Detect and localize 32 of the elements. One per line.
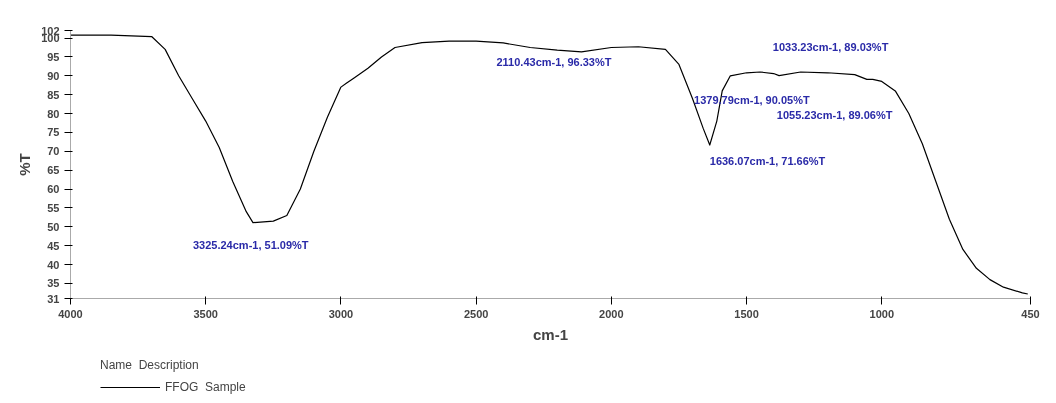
y-tick-label: 45: [47, 239, 60, 252]
y-tick-label: 55: [47, 201, 60, 214]
y-tick-label: 50: [47, 220, 60, 233]
annotation: 1033.23cm-1, 89.03%T: [772, 41, 889, 54]
y-tick-label: 85: [47, 88, 60, 101]
x-tick-label: 2000: [599, 307, 624, 320]
x-tick-label: 3500: [193, 307, 218, 320]
legend-label: FFOG Sample: [165, 380, 246, 394]
x-tick-label: 3000: [328, 307, 354, 320]
annotation: 1055.23cm-1, 89.06%T: [776, 109, 893, 122]
y-tick-label: 40: [47, 258, 60, 271]
y-tick-label: 75: [47, 126, 60, 139]
x-tick-label: 4000: [58, 307, 83, 320]
y-tick-label: 31: [47, 292, 60, 305]
legend-title: Name Description: [100, 358, 200, 372]
y-tick-label: 95: [47, 50, 60, 63]
annotation: 2110.43cm-1, 96.33%T: [496, 55, 612, 68]
y-tick-label: 70: [47, 145, 60, 158]
annotation: 3325.24cm-1, 51.09%T: [192, 238, 309, 251]
line-series: [70, 34, 1029, 295]
y-axis-title: %T: [16, 153, 34, 176]
y-tick-label: 35: [47, 277, 60, 290]
y-tick-label: 60: [47, 183, 60, 196]
x-tick-label: 2500: [463, 307, 489, 320]
x-tick-label: 450: [1021, 307, 1040, 320]
x-tick-label: 1500: [734, 307, 759, 320]
y-tick-label: 65: [47, 164, 60, 177]
x-tick-label: 1000: [869, 307, 895, 320]
y-tick-label: 90: [47, 69, 60, 82]
y-tick-label: 80: [47, 107, 60, 120]
annotation: 1636.07cm-1, 71.66%T: [709, 155, 826, 168]
x-axis-title: cm-1: [532, 325, 569, 343]
